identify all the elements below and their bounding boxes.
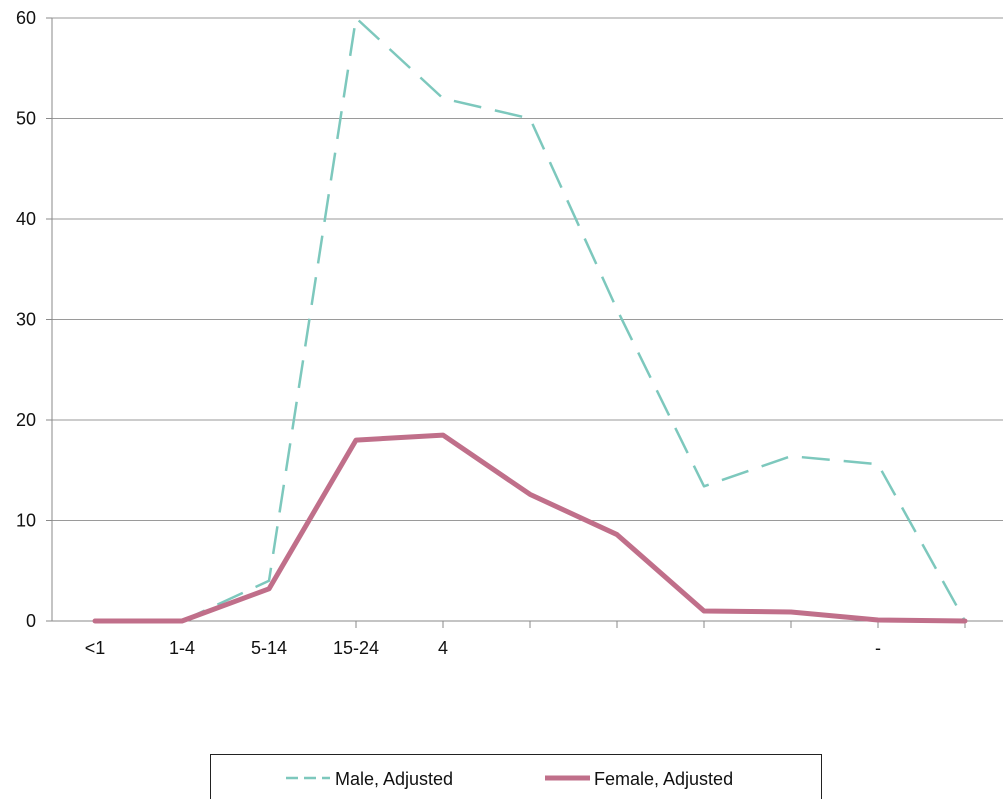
y-tick-label: 0 [26,611,36,631]
x-tick-label: 5-14 [251,638,287,658]
y-tick-label: 60 [16,8,36,28]
legend: Male, Adjusted Female, Adjusted [210,754,822,799]
x-tick-label: 15-24 [333,638,379,658]
legend-label-1: Female, Adjusted [594,769,733,789]
y-tick-label: 50 [16,109,36,129]
y-tick-label: 10 [16,511,36,531]
axes [46,17,1003,628]
gridlines [52,17,1003,521]
series-line-1 [92,432,968,624]
legend-label-0: Male, Adjusted [335,769,453,789]
x-tick-label: <1 [85,638,106,658]
series-line-0 [95,16,967,623]
tick-labels: 0 10 20 30 40 50 60 <1 1-4 5-14 15-24 4 - [16,8,881,658]
x-tick-label: - [875,638,881,658]
y-tick-label: 20 [16,410,36,430]
series-lines [92,16,968,624]
y-tick-label: 40 [16,209,36,229]
x-tick-label: 1-4 [169,638,195,658]
y-tick-label: 30 [16,310,36,330]
x-tick-label: 4 [438,638,448,658]
